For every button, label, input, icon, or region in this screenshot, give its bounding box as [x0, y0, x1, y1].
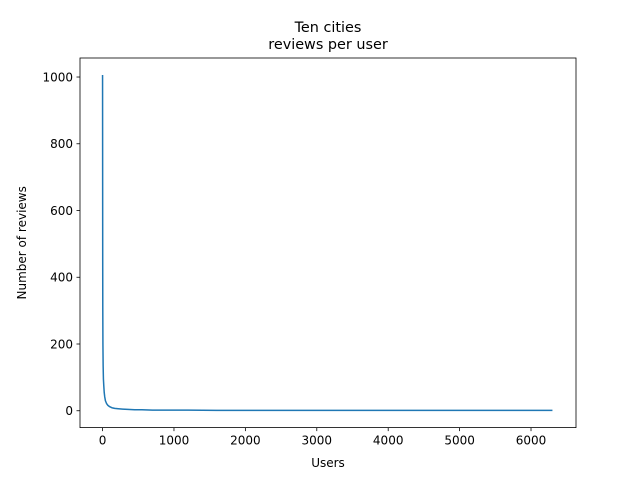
- y-tick-label: 200: [50, 337, 73, 351]
- plot-area: [80, 58, 576, 428]
- x-axis-label: Users: [311, 456, 345, 470]
- x-tick-label: 1000: [159, 434, 190, 448]
- plot-frame: [79, 57, 577, 429]
- x-tick-label: 6000: [516, 434, 547, 448]
- y-tick-label: 400: [50, 271, 73, 285]
- x-tick-label: 2000: [230, 434, 261, 448]
- x-tick-label: 0: [99, 434, 107, 448]
- y-axis-ticks: 0 200 400 600 800 1000: [42, 70, 80, 418]
- y-axis-label: Number of reviews: [15, 186, 29, 299]
- series-layer: [101, 75, 553, 412]
- chart-title: Ten cities: [294, 20, 362, 36]
- x-tick-label: 3000: [302, 434, 333, 448]
- y-tick-label: 600: [50, 204, 73, 218]
- y-tick-label: 1000: [42, 70, 73, 84]
- chart-subtitle: reviews per user: [268, 37, 388, 53]
- y-tick-label: 800: [50, 137, 73, 151]
- x-tick-label: 5000: [444, 434, 475, 448]
- y-tick-label: 0: [65, 404, 73, 418]
- x-axis-ticks: 0 1000 2000 3000 4000 5000 6000: [99, 427, 547, 448]
- x-tick-label: 4000: [373, 434, 404, 448]
- series-line-0: [101, 75, 553, 412]
